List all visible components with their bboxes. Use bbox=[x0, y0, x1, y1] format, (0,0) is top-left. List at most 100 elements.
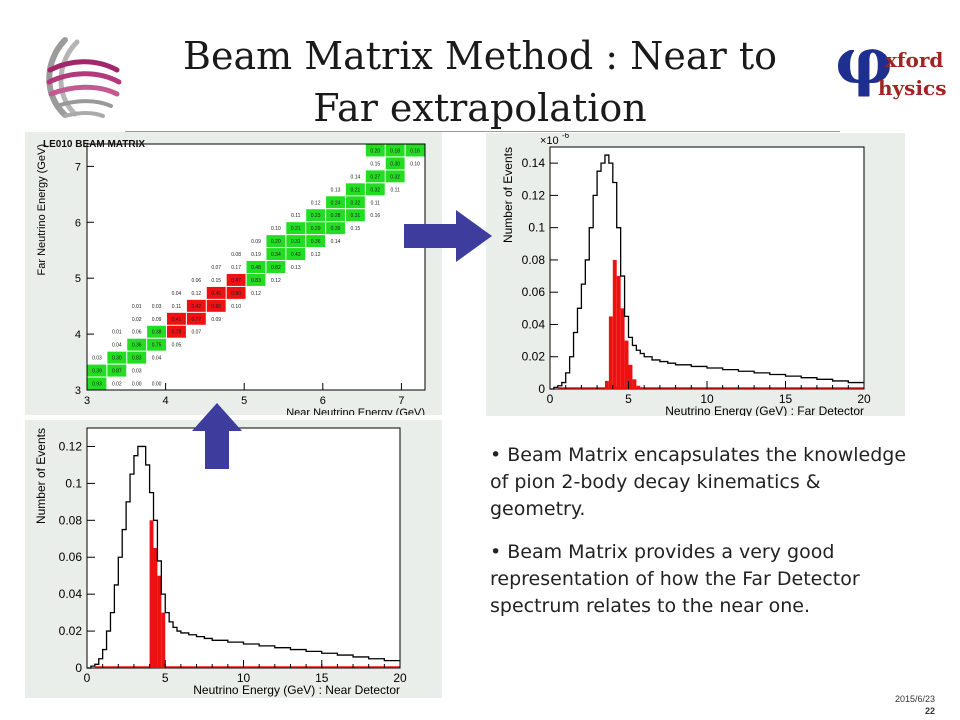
matrix-cell-value: 0.39 bbox=[331, 226, 341, 232]
beam-matrix-panel: LE010 BEAM MATRIX 0.93 0.02 0.00 0.00 0.39 0.8… bbox=[25, 132, 442, 419]
matrix-cell bbox=[306, 235, 326, 248]
matrix-cell-value: 0.42 bbox=[191, 304, 201, 310]
matrix-cell-value: 0.16 bbox=[410, 148, 420, 154]
matrix-cell-value: 0.38 bbox=[152, 330, 162, 336]
plot-frame bbox=[86, 427, 401, 669]
matrix-cell-value: 0.00 bbox=[152, 382, 162, 388]
matrix-cell bbox=[206, 286, 226, 299]
institution-logo-icon bbox=[46, 37, 122, 118]
y-tick-label: 0.14 bbox=[522, 156, 546, 170]
matrix-cell bbox=[127, 338, 147, 351]
matrix-cell-value: 0.15 bbox=[211, 278, 221, 284]
matrix-cell-value: 0.83 bbox=[251, 278, 261, 284]
matrix-cell-value: 0.48 bbox=[251, 265, 261, 271]
title-line-1: Beam Matrix Method : Near to bbox=[183, 34, 777, 78]
bullet-text: Beam Matrix provides a very good represe… bbox=[490, 541, 860, 617]
matrix-cell-value: 0.32 bbox=[390, 174, 400, 180]
matrix-cell-value: 0.28 bbox=[331, 213, 341, 219]
matrix-cell-value: 0.12 bbox=[311, 252, 321, 258]
matrix-cell-value: 0.36 bbox=[132, 343, 142, 349]
matrix-cell bbox=[226, 286, 246, 299]
far-detector-histogram: 0 5 10 15 20 0 0.02 0.04 0.06 0.08 0.1 0.12 0.14 Neut… bbox=[501, 131, 871, 418]
y-tick-label: 0.08 bbox=[522, 253, 546, 267]
phi-glyph: φ bbox=[835, 24, 893, 99]
matrix-cell bbox=[87, 364, 107, 377]
plot-frame bbox=[549, 146, 865, 390]
x-tick-label: 5 bbox=[162, 671, 169, 685]
histogram-outline bbox=[87, 445, 400, 669]
matrix-cell-value: 0.11 bbox=[371, 200, 381, 206]
y-tick-label: 0.02 bbox=[59, 624, 83, 638]
x-tick-label: 0 bbox=[547, 392, 554, 406]
matrix-cell-value: 0.09 bbox=[152, 317, 162, 323]
matrix-cell-value: 0.07 bbox=[211, 265, 221, 271]
matrix-cell-value: 0.31 bbox=[291, 239, 301, 245]
far-detector-panel: 0 5 10 15 20 0 0.02 0.04 0.06 0.08 0.1 0.12 0.14 Neut… bbox=[486, 131, 905, 418]
matrix-cell-value: 0.30 bbox=[112, 356, 122, 362]
matrix-cell-value: 0.43 bbox=[291, 252, 301, 258]
up-arrow-icon bbox=[192, 403, 242, 469]
red-histogram-bar bbox=[161, 612, 166, 668]
x-axis-label: Neutrino Energy (GeV) : Near Detector bbox=[193, 683, 400, 697]
matrix-cell bbox=[87, 377, 107, 390]
matrix-cell bbox=[167, 325, 186, 338]
matrix-cell-value: 0.10 bbox=[231, 304, 241, 310]
x-tick-label: 5 bbox=[241, 395, 247, 407]
bullet-item: • Beam Matrix provides a very good repre… bbox=[490, 541, 860, 617]
matrix-cell-value: 0.05 bbox=[172, 343, 182, 349]
matrix-cell-value: 0.14 bbox=[351, 174, 361, 180]
matrix-cell-value: 0.20 bbox=[271, 239, 281, 245]
matrix-cell-value: 0.45 bbox=[211, 291, 221, 297]
matrix-cell-value: 0.41 bbox=[172, 317, 182, 323]
red-histogram-bar bbox=[604, 380, 609, 389]
y-tick-label: 0.04 bbox=[59, 587, 83, 601]
matrix-cell bbox=[385, 170, 405, 183]
oxford-physics-logo: φ xford hysics bbox=[835, 24, 946, 110]
matrix-cell-value: 0.06 bbox=[191, 278, 201, 284]
matrix-cell-value: 0.21 bbox=[351, 187, 361, 193]
matrix-cell-value: 0.11 bbox=[172, 304, 182, 310]
matrix-cell-value: 0.31 bbox=[351, 213, 361, 219]
x-tick-label: 3 bbox=[84, 395, 90, 407]
matrix-cell-value: 0.04 bbox=[112, 343, 122, 349]
matrix-cell bbox=[286, 235, 306, 248]
matrix-cell-value: 0.01 bbox=[132, 304, 142, 310]
x-tick-label: 20 bbox=[857, 392, 871, 406]
title-divider bbox=[125, 131, 840, 132]
matrix-cell bbox=[326, 196, 345, 209]
matrix-cell-value: 0.24 bbox=[331, 200, 341, 206]
matrix-cell-value: 0.10 bbox=[410, 161, 420, 167]
footer-date: 2015/6/23 bbox=[894, 694, 935, 704]
matrix-cell-value: 0.04 bbox=[172, 291, 182, 297]
matrix-cell-value: 0.78 bbox=[172, 330, 182, 336]
matrix-cell-value: 0.01 bbox=[112, 330, 122, 336]
matrix-cell-value: 0.27 bbox=[370, 174, 380, 180]
matrix-cell bbox=[306, 222, 326, 235]
matrix-cell bbox=[286, 222, 306, 235]
near-detector-panel: 0 5 10 15 20 0 0.02 0.04 0.06 0.08 0.1 0.12 Neutrino… bbox=[25, 420, 442, 698]
red-histogram-bar bbox=[624, 340, 629, 389]
matrix-cell bbox=[266, 248, 286, 261]
matrix-cell bbox=[365, 183, 385, 196]
y-tick-label: 7 bbox=[75, 161, 81, 173]
matrix-cell-value: 0.17 bbox=[231, 265, 241, 271]
y-tick-label: 0.06 bbox=[522, 285, 546, 299]
matrix-cell-value: 0.29 bbox=[311, 226, 321, 232]
logo-text-top: xford bbox=[885, 48, 944, 72]
y-tick-label: 0.08 bbox=[59, 513, 83, 527]
slide-title: Beam Matrix Method : Near to Far extrapo… bbox=[130, 30, 830, 134]
matrix-cell-value: 0.08 bbox=[231, 252, 241, 258]
matrix-cell-value: 0.93 bbox=[92, 382, 102, 388]
axis-multiplier: ×10 bbox=[540, 135, 559, 147]
matrix-cell-value: 0.18 bbox=[390, 148, 400, 154]
matrix-cell-value: 0.09 bbox=[251, 239, 261, 245]
y-tick-label: 0.1 bbox=[528, 221, 545, 235]
matrix-cell bbox=[385, 144, 405, 157]
matrix-cell bbox=[365, 170, 385, 183]
matrix-cell-value: 0.03 bbox=[152, 304, 162, 310]
bullet-item: • Beam Matrix encapsulates the knowledge… bbox=[490, 444, 907, 520]
red-histogram-bar bbox=[620, 308, 625, 389]
red-histogram-bar bbox=[632, 379, 637, 389]
matrix-cell bbox=[306, 209, 326, 222]
y-tick-label: 3 bbox=[75, 385, 81, 397]
